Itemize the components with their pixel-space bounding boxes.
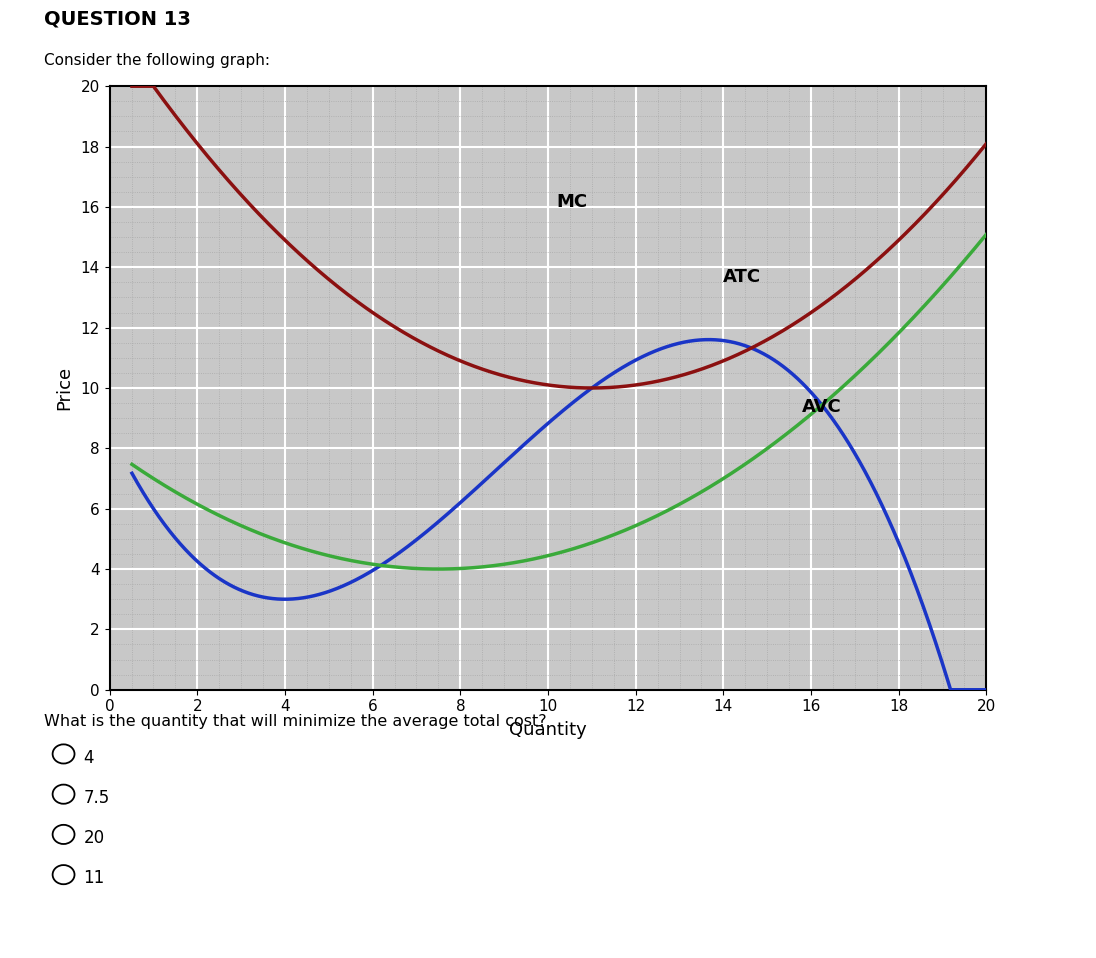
Text: 11: 11 (83, 870, 104, 887)
Text: 20: 20 (83, 830, 104, 847)
Text: 4: 4 (83, 749, 94, 766)
Y-axis label: Price: Price (56, 366, 73, 410)
Text: 7.5: 7.5 (83, 789, 110, 807)
Text: MC: MC (557, 193, 587, 211)
Text: Consider the following graph:: Consider the following graph: (44, 53, 270, 68)
Text: AVC: AVC (802, 399, 842, 416)
Text: What is the quantity that will minimize the average total cost?: What is the quantity that will minimize … (44, 714, 547, 729)
Text: ATC: ATC (723, 268, 762, 286)
X-axis label: Quantity: Quantity (510, 721, 586, 740)
Text: QUESTION 13: QUESTION 13 (44, 10, 191, 29)
